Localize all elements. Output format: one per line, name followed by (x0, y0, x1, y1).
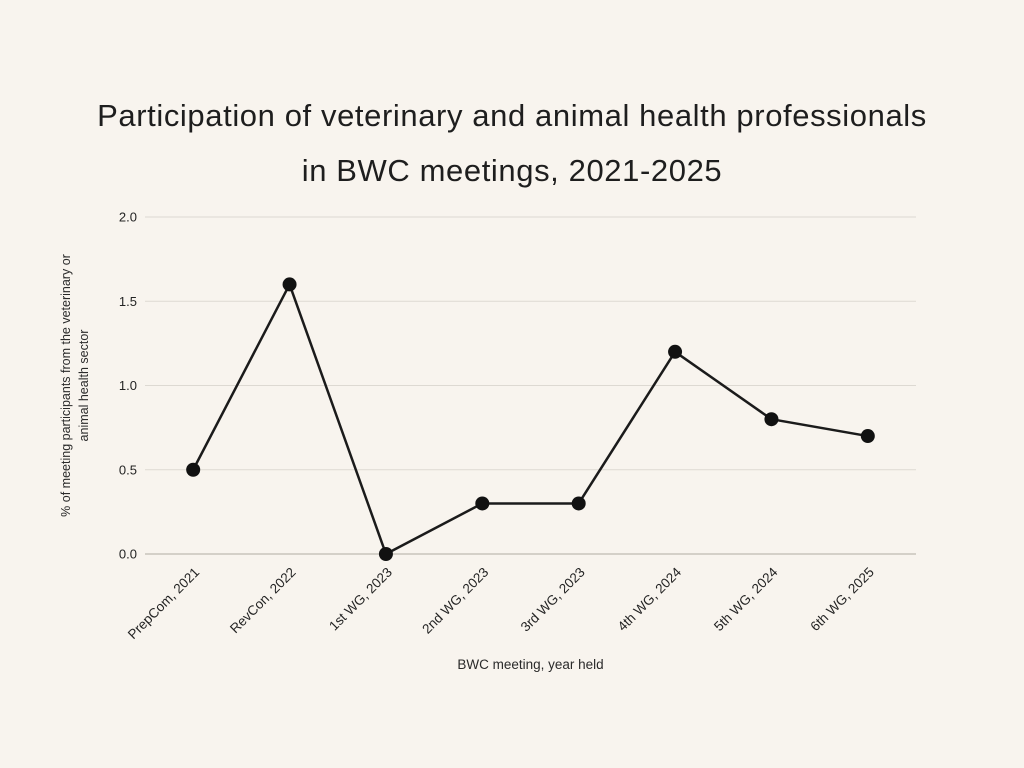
x-tick-label: 2nd WG, 2023 (419, 565, 491, 637)
x-axis-title: BWC meeting, year held (457, 657, 603, 672)
data-point (668, 344, 683, 359)
data-point (571, 496, 586, 511)
x-tick-label: 4th WG, 2024 (615, 564, 685, 634)
data-point (186, 462, 201, 477)
chart-title: Participation of veterinary and animal h… (97, 98, 927, 188)
y-tick-label: 2.0 (119, 210, 137, 225)
y-axis-title: % of meeting participants from the veter… (59, 254, 73, 517)
x-tick-label: RevCon, 2022 (227, 565, 299, 637)
y-tick-label: 0.0 (119, 547, 137, 562)
x-tick-label: 1st WG, 2023 (326, 565, 395, 634)
y-tick-label: 0.5 (119, 462, 137, 477)
data-point (860, 429, 875, 444)
y-tick-label: 1.0 (119, 378, 137, 393)
data-point (378, 547, 393, 561)
data-point (475, 496, 490, 511)
data-point (282, 277, 297, 292)
y-axis-title: animal health sector (77, 330, 91, 442)
x-tick-label: 5th WG, 2024 (711, 564, 781, 634)
x-tick-label: 3rd WG, 2023 (518, 565, 588, 635)
y-tick-label: 1.5 (119, 294, 137, 309)
x-tick-label: 6th WG, 2025 (807, 565, 877, 635)
data-point (764, 412, 779, 427)
data-line (191, 283, 870, 556)
x-tick-label: PrepCom, 2021 (125, 565, 202, 642)
